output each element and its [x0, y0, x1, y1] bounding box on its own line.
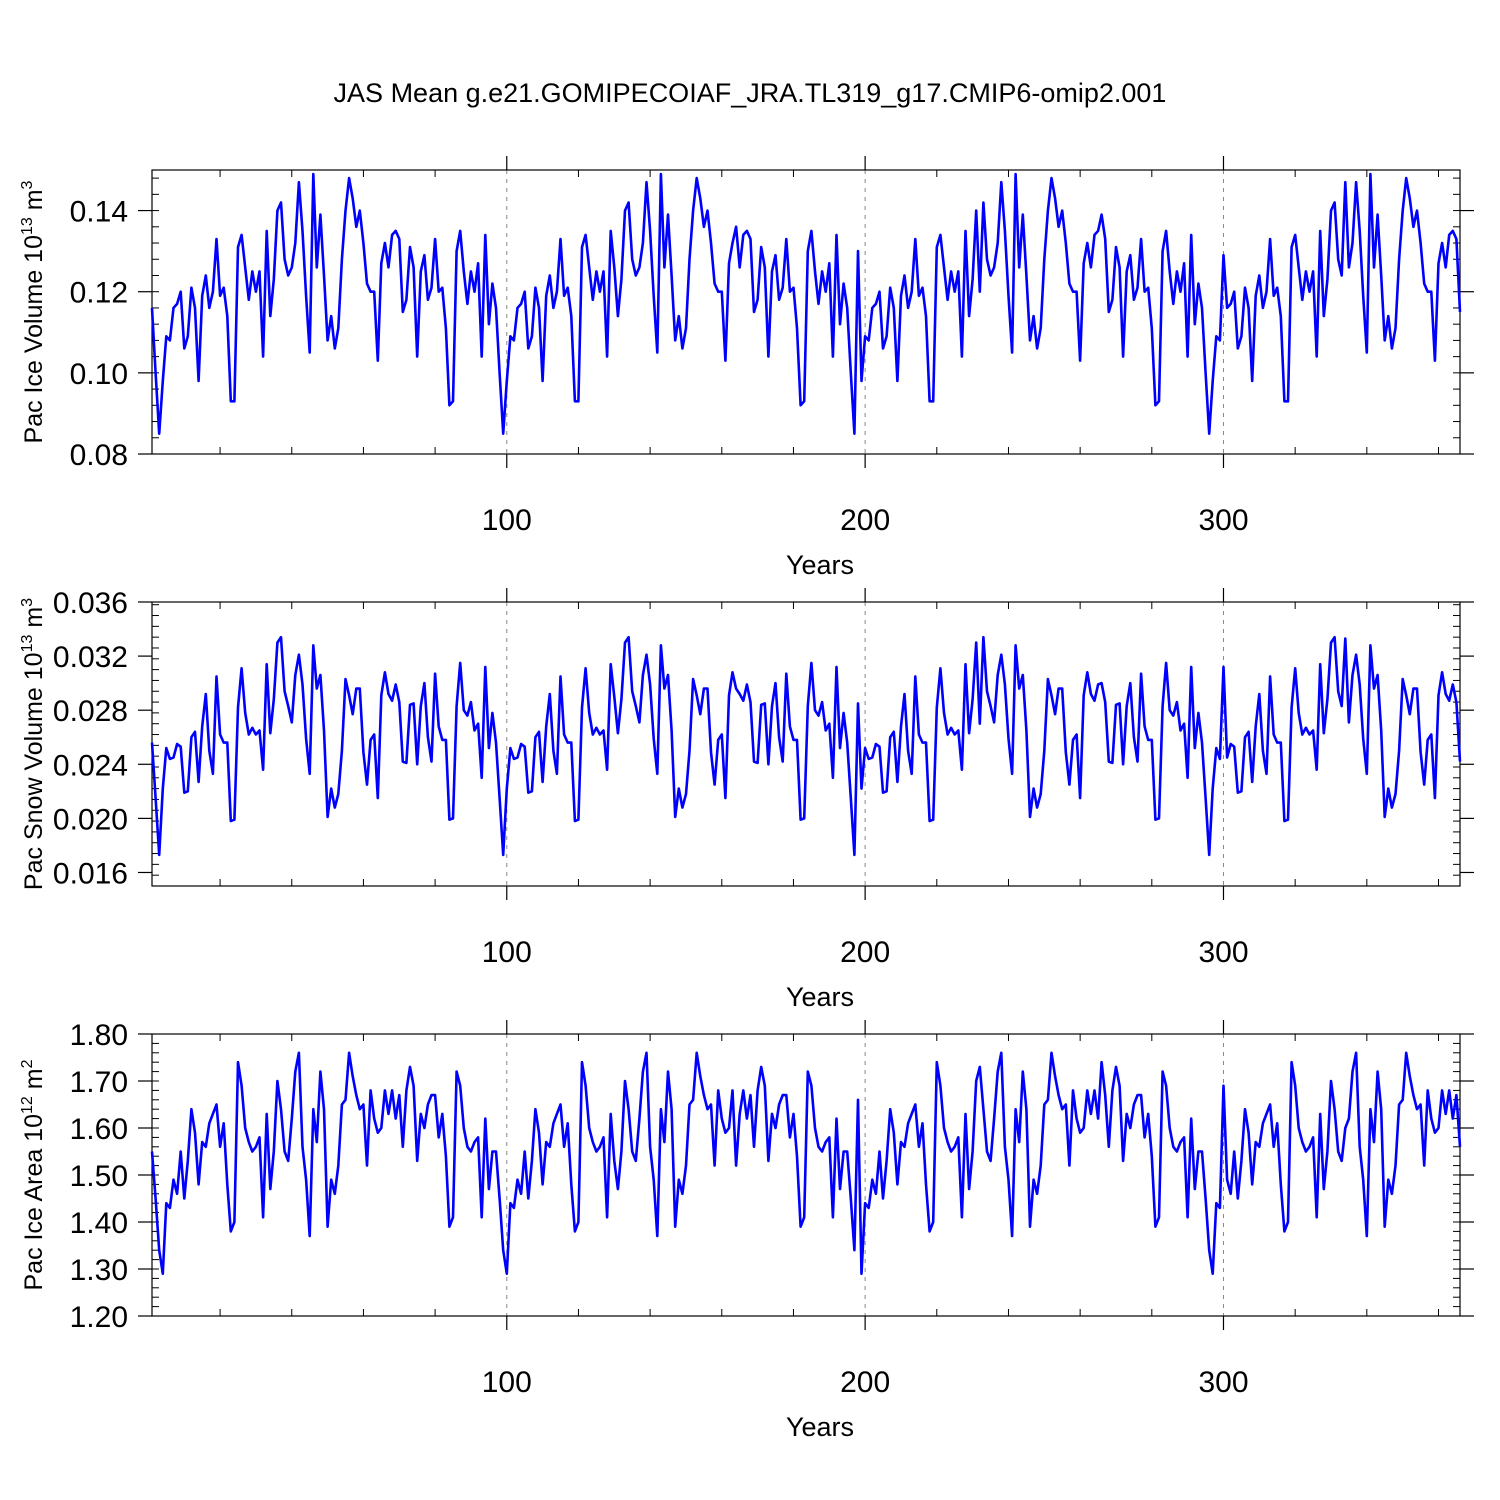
y-tick-label: 0.036 — [53, 587, 128, 620]
y-tick-label: 1.60 — [70, 1113, 128, 1146]
panel-ice-area: 100 200 300 1.20 1.30 1.40 1.50 1.60 1.70 1.80 Yea… — [19, 1019, 1474, 1442]
y-axis-label: Pac Ice Area 1012 m2 — [19, 1059, 48, 1290]
y-tick-label: 0.028 — [53, 695, 128, 728]
x-axis-label: Years — [786, 550, 854, 580]
y-axis-label: Pac Ice Volume 1013 m3 — [19, 180, 48, 443]
y-axis-label: Pac Snow Volume 1013 m3 — [19, 598, 48, 890]
y-tick-label: 1.50 — [70, 1160, 128, 1193]
x-tick-label: 200 — [840, 1366, 890, 1399]
y-tick-label: 1.40 — [70, 1207, 128, 1240]
y-tick-label: 0.020 — [53, 803, 128, 836]
series-line-ice-volume — [150, 172, 1462, 435]
series-line-ice-area — [150, 1051, 1462, 1275]
figure-title: JAS Mean g.e21.GOMIPECOIAF_JRA.TL319_g17… — [333, 78, 1167, 108]
y-tick-label: 0.016 — [53, 857, 128, 890]
x-axis-label: Years — [786, 1412, 854, 1442]
x-tick-label: 200 — [840, 504, 890, 537]
y-tick-label: 0.14 — [70, 196, 128, 229]
x-axis-label: Years — [786, 982, 854, 1012]
series-line-snow-volume — [150, 635, 1462, 857]
panel-snow-volume: 100 200 300 0.016 0.020 0.024 0.028 0.032 0.036 Y… — [19, 587, 1474, 1012]
y-tick-label: 0.12 — [70, 277, 128, 310]
y-tick-label: 0.10 — [70, 358, 128, 391]
x-tick-label: 100 — [482, 1366, 532, 1399]
x-tick-label: 100 — [482, 504, 532, 537]
x-tick-label: 300 — [1198, 936, 1248, 969]
panel-ice-volume: 100 200 300 0.08 0.10 0.12 0.14 Years Pac Ice Vo… — [19, 156, 1474, 580]
x-tick-label: 300 — [1198, 1366, 1248, 1399]
y-tick-label: 1.30 — [70, 1254, 128, 1287]
y-tick-label: 0.032 — [53, 641, 128, 674]
x-tick-label: 200 — [840, 936, 890, 969]
x-tick-label: 100 — [482, 936, 532, 969]
y-tick-label: 1.80 — [70, 1019, 128, 1052]
y-tick-label: 1.20 — [70, 1301, 128, 1334]
y-tick-label: 1.70 — [70, 1066, 128, 1099]
x-tick-label: 300 — [1198, 504, 1248, 537]
y-tick-label: 0.08 — [70, 439, 128, 472]
y-tick-label: 0.024 — [53, 749, 128, 782]
